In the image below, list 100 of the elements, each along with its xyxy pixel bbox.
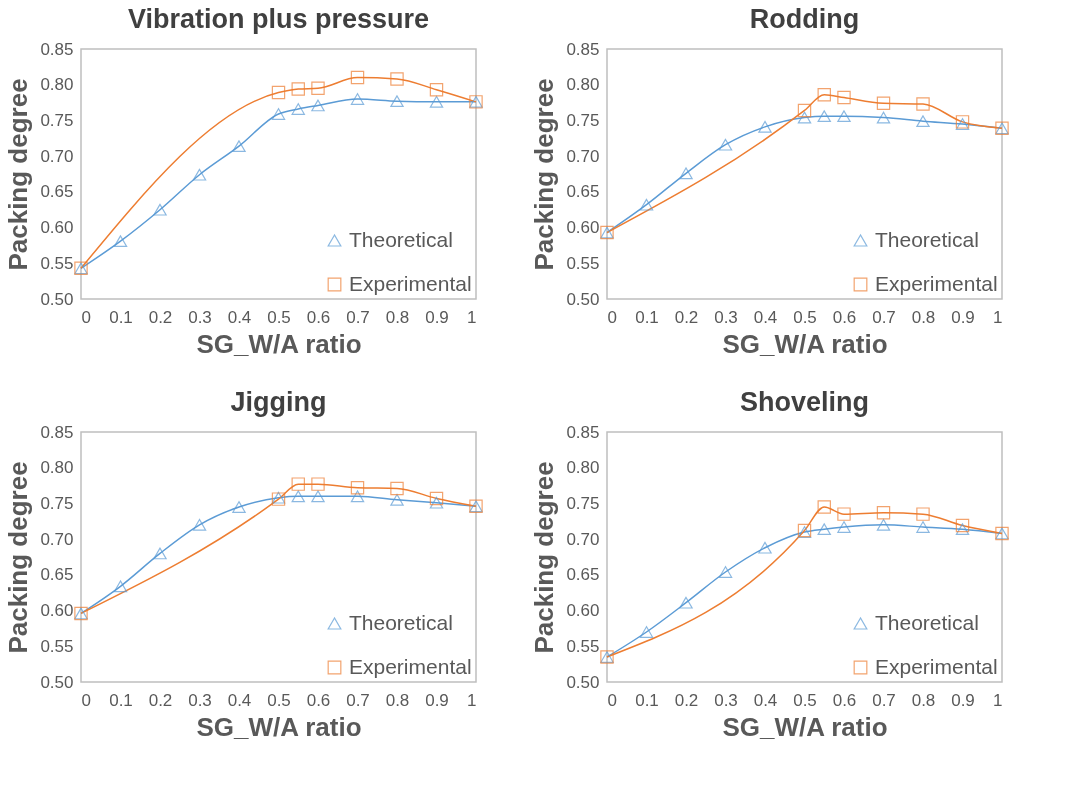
chart-title: Shoveling bbox=[739, 387, 870, 417]
y-tick-label: 0.85 bbox=[566, 39, 600, 59]
point bbox=[311, 477, 325, 491]
point bbox=[916, 97, 930, 111]
point bbox=[390, 95, 404, 108]
point bbox=[390, 493, 404, 506]
x-tick-label: 0.6 bbox=[832, 307, 857, 327]
x-tick-label: 0.1 bbox=[109, 307, 133, 327]
y-tick-label: 0.80 bbox=[566, 75, 600, 95]
y-tick-label: 0.55 bbox=[40, 253, 74, 273]
x-tick-label: 0.9 bbox=[425, 307, 449, 327]
point bbox=[837, 521, 851, 533]
y-tick-label: 0.60 bbox=[566, 601, 600, 621]
y-tick-label: 0.70 bbox=[40, 529, 74, 549]
x-axis-title: SG_W/A ratio bbox=[722, 328, 888, 359]
point bbox=[291, 82, 305, 96]
point bbox=[429, 496, 444, 509]
x-tick-label: 0.5 bbox=[793, 307, 817, 327]
x-tick-label: 0.1 bbox=[635, 307, 659, 327]
x-tick-label: 0.9 bbox=[951, 307, 975, 327]
legend-label: Theoretical bbox=[349, 610, 453, 634]
point bbox=[350, 93, 365, 105]
point bbox=[876, 111, 891, 124]
chart-title: Vibration plus pressure bbox=[127, 4, 430, 34]
point bbox=[837, 110, 851, 123]
x-tick-label: 1 bbox=[467, 690, 477, 710]
point bbox=[876, 505, 891, 520]
y-tick-label: 0.50 bbox=[566, 672, 600, 692]
x-tick-label: 0.8 bbox=[911, 307, 936, 327]
y-tick-label: 0.55 bbox=[40, 636, 74, 656]
y-tick-label: 0.70 bbox=[40, 146, 74, 166]
x-tick-label: 0.1 bbox=[109, 690, 133, 710]
x-tick-label: 0.8 bbox=[385, 690, 410, 710]
x-tick-label: 0.5 bbox=[267, 690, 291, 710]
x-tick-label: 0.5 bbox=[793, 690, 817, 710]
legend-label: Theoretical bbox=[875, 227, 979, 251]
x-tick-label: 0 bbox=[607, 690, 617, 710]
y-tick-label: 0.55 bbox=[566, 636, 600, 656]
point bbox=[153, 203, 167, 216]
y-tick-label: 0.75 bbox=[566, 493, 600, 513]
chart-title: Rodding bbox=[749, 4, 860, 34]
y-tick-label: 0.70 bbox=[566, 529, 600, 549]
y-tick-label: 0.60 bbox=[40, 218, 74, 238]
point bbox=[797, 103, 812, 118]
x-axis-title: SG_W/A ratio bbox=[196, 711, 362, 742]
x-axis-title: SG_W/A ratio bbox=[722, 711, 888, 742]
y-tick-label: 0.50 bbox=[40, 289, 74, 309]
point bbox=[718, 566, 733, 578]
y-tick-label: 0.65 bbox=[40, 565, 74, 585]
point bbox=[350, 480, 365, 495]
point bbox=[192, 518, 207, 531]
point bbox=[679, 167, 693, 180]
point bbox=[232, 140, 246, 153]
x-tick-label: 1 bbox=[993, 690, 1003, 710]
x-tick-label: 0.2 bbox=[674, 690, 699, 710]
point bbox=[232, 501, 246, 513]
y-tick-label: 0.80 bbox=[40, 458, 74, 478]
point bbox=[429, 95, 444, 108]
point bbox=[916, 507, 930, 521]
x-tick-label: 0.4 bbox=[753, 307, 778, 327]
y-axis-title: Packing degree bbox=[529, 78, 560, 271]
x-tick-label: 1 bbox=[467, 307, 477, 327]
point bbox=[817, 523, 831, 536]
x-tick-label: 0.5 bbox=[267, 307, 291, 327]
y-axis-title: Packing degree bbox=[3, 461, 34, 654]
point bbox=[113, 580, 128, 593]
y-tick-label: 0.75 bbox=[40, 493, 74, 513]
y-tick-label: 0.80 bbox=[40, 75, 74, 95]
point bbox=[291, 103, 305, 115]
point bbox=[876, 518, 891, 531]
point bbox=[271, 85, 286, 100]
point bbox=[113, 235, 128, 248]
y-tick-label: 0.85 bbox=[566, 422, 600, 442]
point bbox=[153, 547, 167, 560]
y-tick-label: 0.60 bbox=[40, 601, 74, 621]
legend-label: Experimental bbox=[875, 271, 998, 295]
point bbox=[291, 490, 305, 503]
x-tick-label: 0.4 bbox=[753, 690, 778, 710]
point bbox=[718, 138, 733, 151]
x-tick-label: 0 bbox=[607, 307, 617, 327]
y-tick-label: 0.75 bbox=[566, 110, 600, 130]
legend-label: Experimental bbox=[349, 271, 472, 295]
x-tick-label: 0.6 bbox=[306, 690, 331, 710]
y-axis-title: Packing degree bbox=[3, 78, 34, 271]
y-tick-label: 0.65 bbox=[40, 182, 74, 202]
y-tick-label: 0.65 bbox=[566, 565, 600, 585]
x-tick-label: 0.6 bbox=[306, 307, 331, 327]
point bbox=[876, 96, 891, 111]
x-tick-label: 0.3 bbox=[188, 307, 212, 327]
y-tick-label: 0.70 bbox=[566, 146, 600, 166]
legend-label: Experimental bbox=[349, 654, 472, 678]
point bbox=[797, 111, 812, 124]
point bbox=[350, 490, 365, 503]
y-tick-label: 0.50 bbox=[566, 289, 600, 309]
x-tick-label: 1 bbox=[993, 307, 1003, 327]
y-tick-label: 0.75 bbox=[40, 110, 74, 130]
point bbox=[291, 477, 305, 491]
y-tick-label: 0.85 bbox=[40, 422, 74, 442]
x-tick-label: 0 bbox=[81, 307, 91, 327]
y-tick-label: 0.60 bbox=[566, 218, 600, 238]
